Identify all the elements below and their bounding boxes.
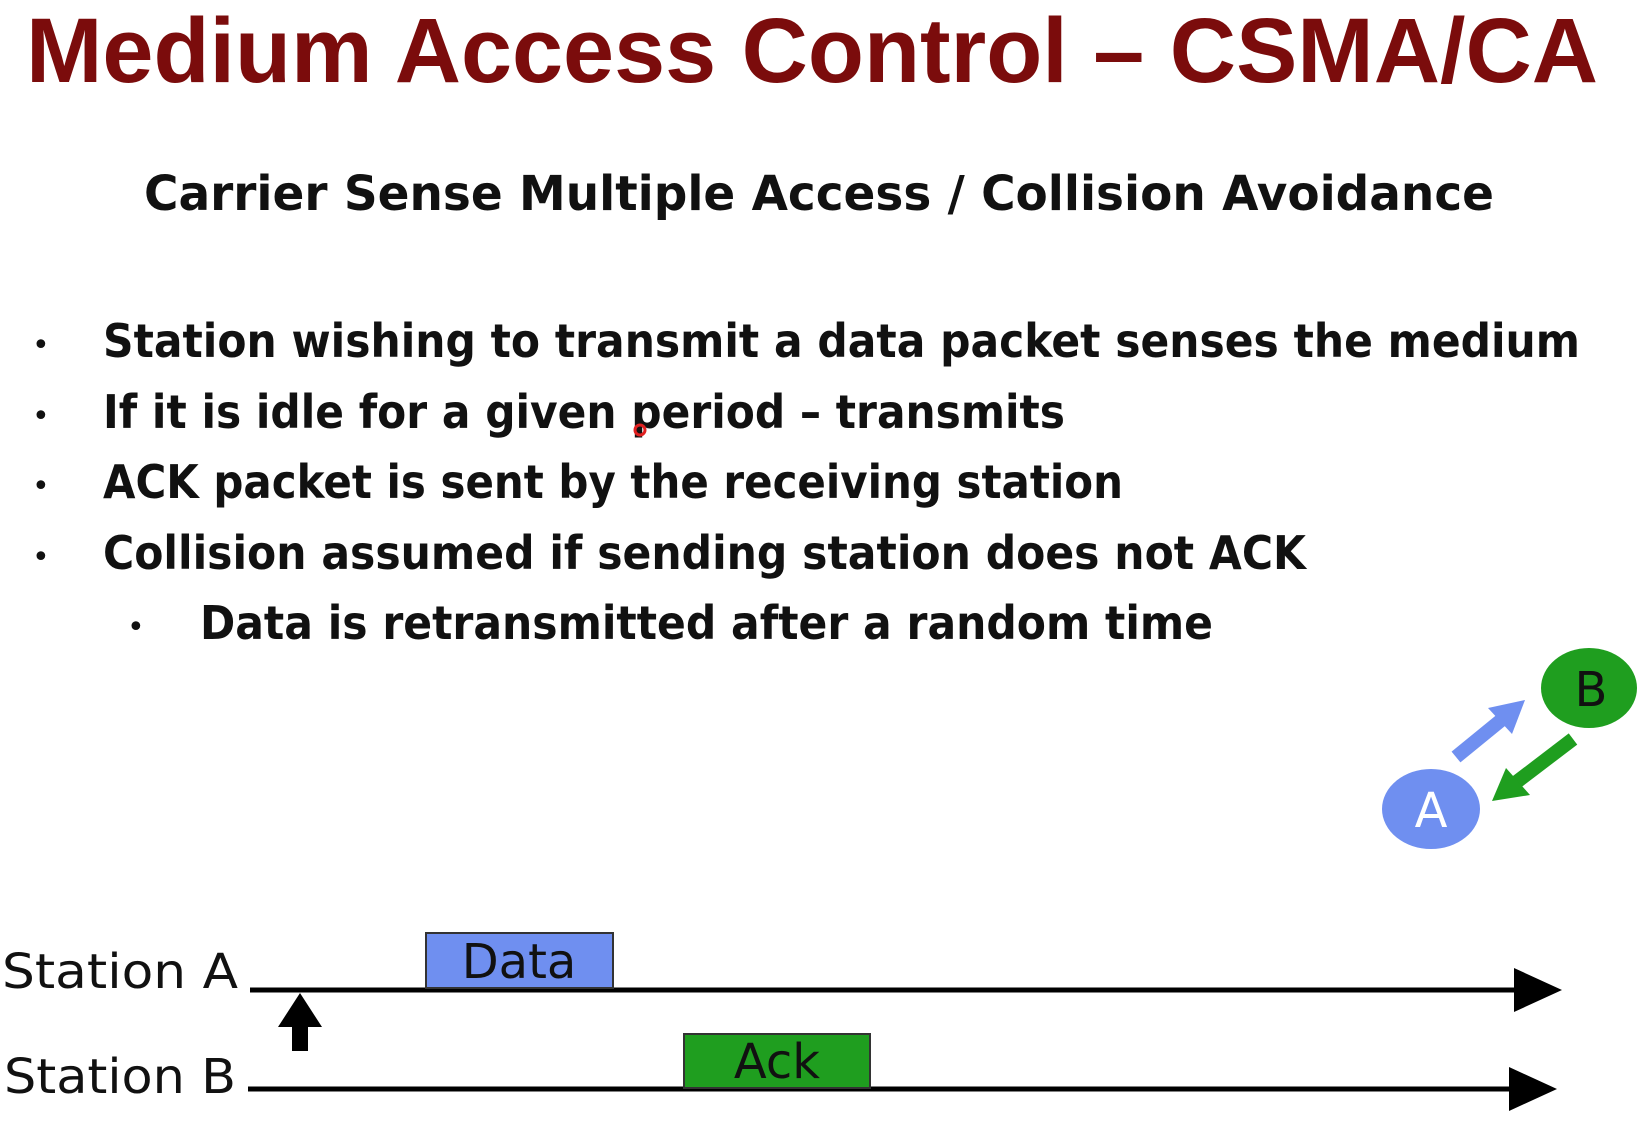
bullet-dot: • <box>127 610 145 645</box>
frame-box <box>425 932 614 989</box>
node-label: B <box>1575 662 1608 718</box>
bullet: If it is idle for a given period – trans… <box>103 385 1065 439</box>
station-label: Station A <box>2 944 238 1000</box>
axis-arrow <box>1514 968 1562 1012</box>
station-label: Station B <box>4 1049 236 1105</box>
arrow-head <box>1488 700 1525 734</box>
bullet: Station wishing to transmit a data packe… <box>103 314 1580 368</box>
sense-arrow <box>278 993 322 1051</box>
node <box>1541 648 1637 728</box>
node <box>1382 769 1480 849</box>
pointer <box>633 423 647 437</box>
frame-box <box>683 1033 871 1089</box>
bullet-dot: • <box>32 399 50 434</box>
frame-label: Data <box>462 934 577 990</box>
timeline: Station A Data Station B Ack <box>2 932 1562 1111</box>
bullet: Collision assumed if sending station doe… <box>103 526 1308 580</box>
arrow <box>1451 711 1510 763</box>
bullet-list: • Station wishing to transmit a data pac… <box>32 314 1580 650</box>
bullet-dot: • <box>32 328 50 363</box>
axis-arrow <box>1509 1067 1557 1111</box>
bullet-dot: • <box>32 540 50 575</box>
sub-bullet: Data is retransmitted after a random tim… <box>200 596 1213 650</box>
node-diagram: A B <box>1382 648 1637 849</box>
arrow <box>1509 733 1578 790</box>
slide-subtitle: Carrier Sense Multiple Access / Collisio… <box>144 166 1494 222</box>
bullet: ACK packet is sent by the receiving stat… <box>103 455 1123 509</box>
node-label: A <box>1415 783 1448 839</box>
slide-title: Medium Access Control – CSMA/CA <box>26 0 1598 102</box>
frame-label: Ack <box>734 1034 820 1090</box>
arrow-head <box>1492 768 1530 801</box>
bullet-dot: • <box>32 469 50 504</box>
